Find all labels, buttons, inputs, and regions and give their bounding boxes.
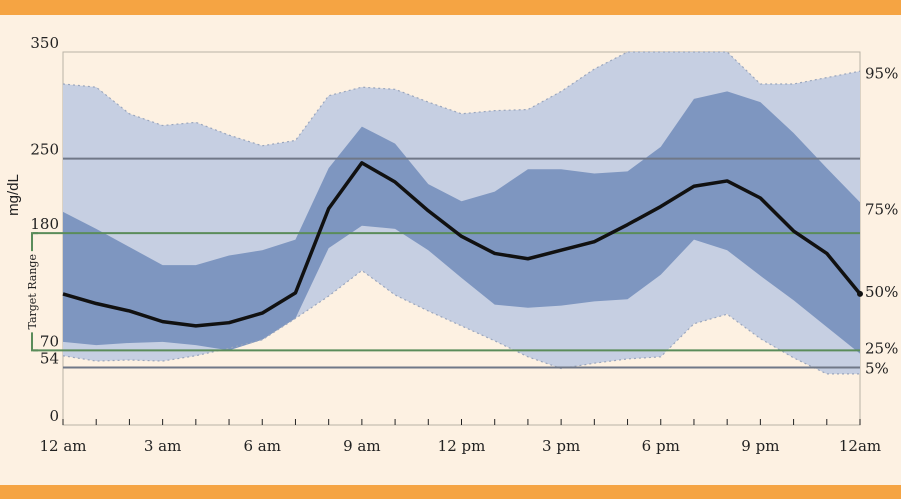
top-accent-band xyxy=(0,0,901,15)
x-tick-label: 12 am xyxy=(39,437,86,455)
bottom-accent-band xyxy=(0,485,901,499)
percentile-bands xyxy=(62,51,861,375)
target-range-marker: Target Range xyxy=(26,232,39,352)
y-tick-label: 70 xyxy=(40,332,59,350)
median-end-dot xyxy=(857,290,863,297)
median-line xyxy=(62,161,862,328)
inner-band-25-75 xyxy=(63,91,860,354)
x-tick-label: 9 am xyxy=(343,437,380,455)
y-axis-label: mg/dL xyxy=(5,174,22,216)
y-tick-label: 0 xyxy=(49,407,59,425)
percentile-label: 25% xyxy=(865,339,898,357)
y-tick-label: 250 xyxy=(30,141,59,159)
x-tick-label: 12 pm xyxy=(438,437,486,455)
x-axis-ticks: 12 am 3 am 6 am 9 am 12 pm 3 pm 6 pm 9 pm 12am xyxy=(39,419,881,455)
percentile-label: 95% xyxy=(865,64,898,82)
reference-lines xyxy=(33,157,860,369)
percentile-label: 50% xyxy=(865,283,898,301)
x-tick-label: 3 pm xyxy=(542,437,580,455)
x-tick-label: 6 am xyxy=(244,437,281,455)
median-line-group xyxy=(62,161,863,328)
x-tick-label: 6 pm xyxy=(642,437,680,455)
target-range-bracket-bottom xyxy=(31,332,38,352)
target-range-label: Target Range xyxy=(26,254,39,330)
y-tick-label: 350 xyxy=(30,34,59,52)
x-tick-label: 3 am xyxy=(144,437,181,455)
x-tick-label: 12am xyxy=(839,437,881,455)
percentile-label: 5% xyxy=(865,360,889,378)
percentile-labels: 95% 75% 50% 25% 5% xyxy=(865,64,898,377)
y-tick-label: 180 xyxy=(30,215,59,233)
x-tick-label: 9 pm xyxy=(741,437,779,455)
target-range-bracket-top xyxy=(31,232,38,252)
percentile-label: 75% xyxy=(865,201,898,219)
y-tick-label: 54 xyxy=(40,349,59,367)
